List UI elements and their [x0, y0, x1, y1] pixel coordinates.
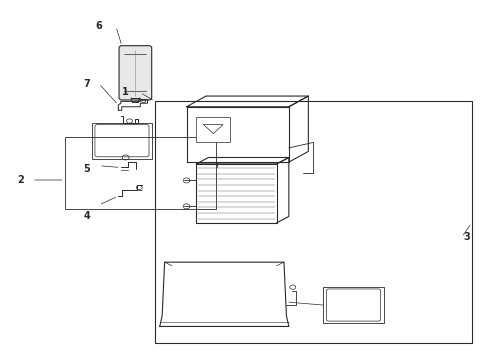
Bar: [65, 137, 216, 208]
FancyBboxPatch shape: [119, 46, 152, 100]
Bar: [196, 117, 230, 143]
Text: 4: 4: [83, 211, 90, 221]
Text: 7: 7: [83, 78, 90, 89]
Text: 6: 6: [96, 21, 102, 31]
Text: 5: 5: [83, 164, 90, 174]
Text: 2: 2: [18, 175, 24, 185]
Bar: [323, 287, 384, 323]
Bar: [155, 102, 471, 342]
Text: 1: 1: [122, 87, 129, 98]
Bar: [92, 123, 152, 158]
Text: 3: 3: [464, 232, 470, 242]
